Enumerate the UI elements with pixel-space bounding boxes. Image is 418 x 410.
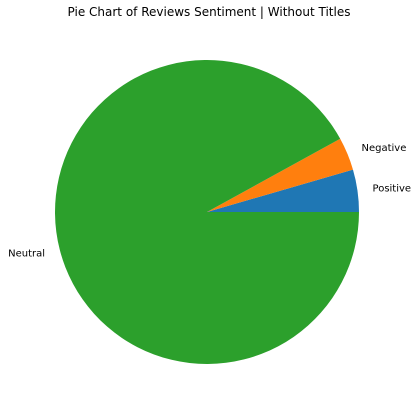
pie-slice-neutral	[55, 60, 359, 365]
pie-label-negative: Negative	[361, 143, 406, 154]
pie-label-positive: Positive	[373, 183, 412, 194]
chart-title: Pie Chart of Reviews Sentiment | Without…	[67, 5, 351, 19]
pie-slice-negative	[207, 138, 353, 212]
pie-label-neutral: Neutral	[8, 249, 45, 260]
pie-slice-positive	[207, 169, 359, 212]
